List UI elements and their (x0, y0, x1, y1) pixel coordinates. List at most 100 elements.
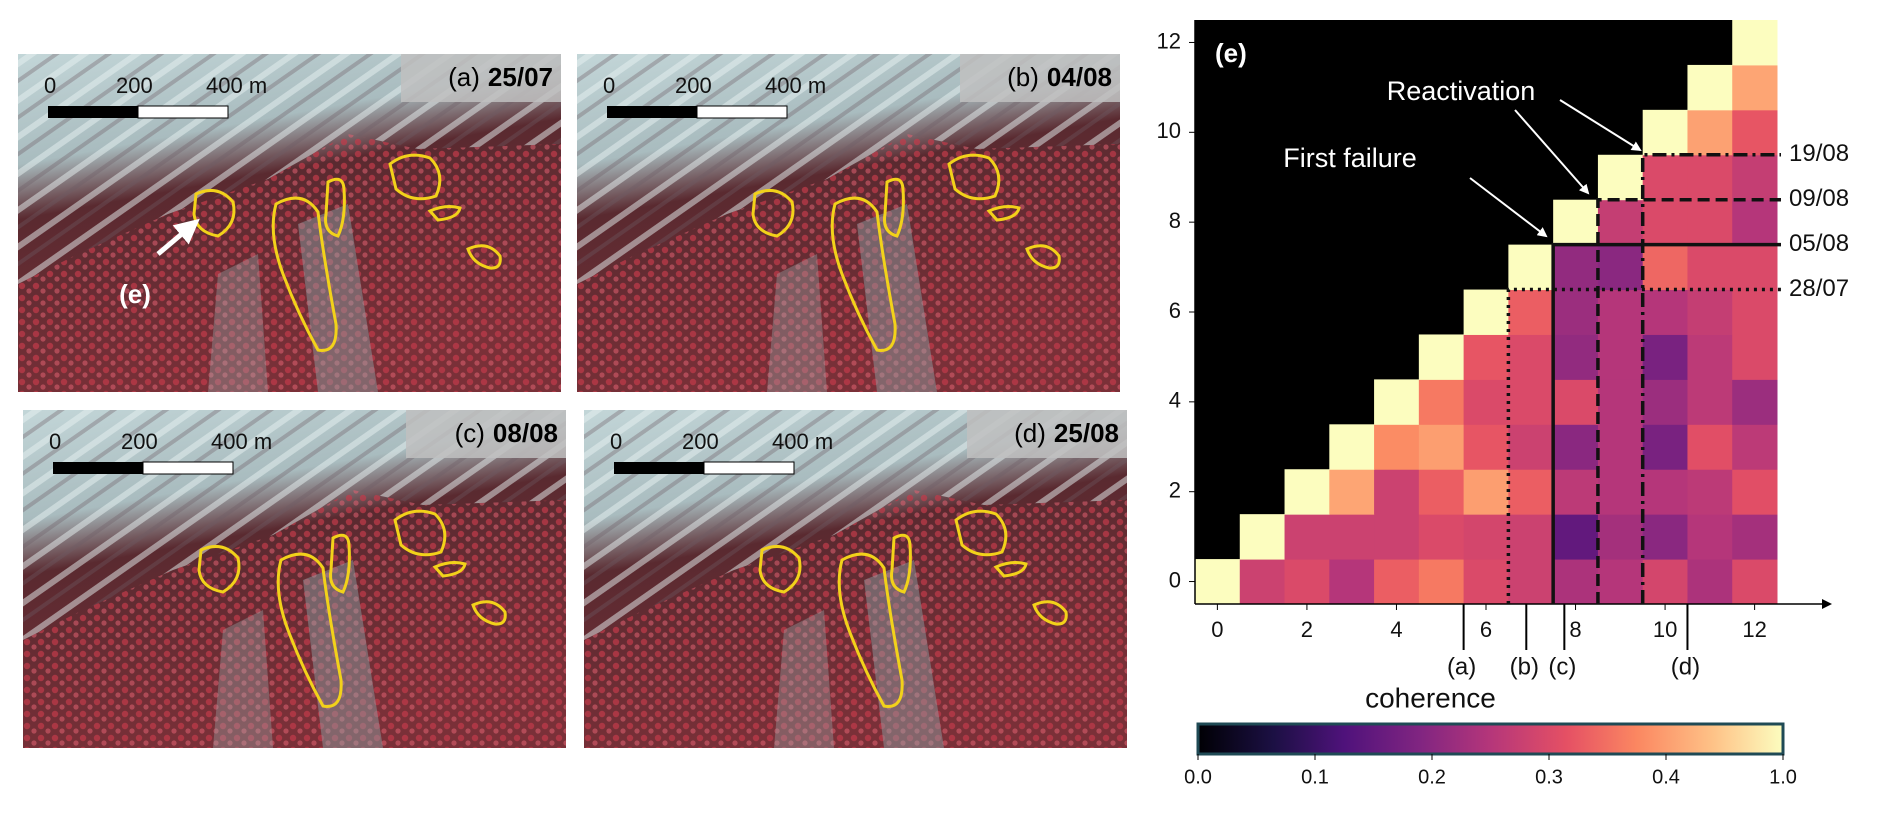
x-tick-label: 10 (1653, 617, 1677, 642)
scale-label: 200 (675, 73, 712, 98)
heat-cell (1329, 469, 1375, 515)
colorbar-tick-label: 0.4 (1652, 766, 1680, 788)
panel-letter: (a) (448, 62, 480, 92)
heat-cell (1463, 469, 1509, 515)
annotation-text: First failure (1283, 143, 1417, 173)
heat-cell (1732, 424, 1778, 470)
label-box (401, 54, 561, 102)
heat-cell (1508, 244, 1554, 291)
y-tick-label: 12 (1157, 28, 1181, 53)
image-panels: 0 200 400 m (a) 25/07 (e) 0 200 400 m (b) 04/08 0 20… (18, 54, 1127, 748)
heat-cell (1732, 109, 1778, 156)
scale-bar-black (53, 462, 143, 474)
heat-cell (1687, 334, 1733, 380)
heat-cell (1642, 379, 1688, 425)
heat-cell (1597, 244, 1644, 291)
heat-cell (1642, 334, 1688, 380)
heat-cell (1597, 469, 1644, 515)
heat-cell (1418, 379, 1465, 425)
heat-cell (1597, 154, 1644, 201)
panel-letter: (b) (1007, 62, 1039, 92)
heat-cell (1374, 469, 1420, 515)
heat-cell (1374, 559, 1420, 605)
marker-label: (a) (1447, 653, 1476, 680)
heat-cell (1642, 199, 1688, 246)
heat-cell (1732, 244, 1778, 291)
heat-cell (1642, 154, 1688, 201)
x-tick-label: 12 (1742, 617, 1766, 642)
panel-date: 25/07 (488, 62, 553, 92)
heat-cell (1553, 379, 1599, 425)
heat-cell (1284, 514, 1330, 560)
image-panel: 0 200 400 m (b) 04/08 (577, 54, 1120, 392)
reference-line (1506, 287, 1781, 604)
heat-cell (1687, 244, 1733, 291)
heat-cell (1553, 424, 1599, 470)
x-tick-label: 2 (1301, 617, 1313, 642)
heat-cell (1418, 559, 1465, 605)
heat-cell (1642, 424, 1688, 470)
heat-cell (1687, 109, 1733, 156)
image-panel: 0 200 400 m (d) 25/08 (584, 410, 1127, 748)
heat-cell (1642, 109, 1688, 156)
heat-cell (1732, 289, 1778, 335)
scale-label: 0 (49, 429, 61, 454)
heat-cell (1553, 244, 1599, 291)
annotation-arrow (1559, 99, 1642, 152)
colorbar-tick-label: 0.1 (1301, 766, 1329, 788)
reference-line (1640, 153, 1781, 604)
colorbar (1196, 722, 1785, 756)
x-tick-label: 6 (1480, 617, 1492, 642)
scale-bar-black (48, 106, 138, 118)
heat-cell (1508, 334, 1554, 380)
scale-bar-white (137, 105, 229, 119)
scale-bar-white (703, 461, 795, 475)
heat-cell (1329, 514, 1375, 560)
marker-label: (c) (1548, 653, 1576, 680)
reference-label: 28/07 (1789, 275, 1849, 302)
x-tick-label: 4 (1390, 617, 1402, 642)
heat-cell (1732, 199, 1778, 246)
chart-title: (e) (1215, 38, 1247, 68)
panel-label: (d) 25/08 (1014, 418, 1119, 448)
heat-cell (1329, 559, 1375, 605)
label-box (406, 410, 566, 458)
heat-cell (1508, 289, 1554, 335)
heat-cell (1553, 334, 1599, 380)
heat-cell (1553, 559, 1599, 605)
heat-cell (1642, 559, 1688, 605)
heat-cell (1597, 199, 1644, 246)
annotation-arrow (1514, 109, 1590, 195)
heat-cell (1687, 64, 1733, 111)
heat-cell (1597, 289, 1644, 335)
heatmap: (e) 0 2 4 6 8 10 12 0 2 4 6 8 10 12 19/08 09/08 05/08 28/0… (1157, 20, 1849, 788)
scale-label: 0 (44, 73, 56, 98)
panel-label: (b) 04/08 (1007, 62, 1112, 92)
heat-cell (1553, 514, 1599, 560)
scale-bar-black (614, 462, 704, 474)
heat-cell (1687, 559, 1733, 605)
label-box (960, 54, 1120, 102)
heat-cell (1463, 289, 1509, 335)
heat-cell (1553, 469, 1599, 515)
heat-cell (1597, 424, 1644, 470)
annotation-text: Reactivation (1387, 76, 1536, 106)
heat-cell (1687, 199, 1733, 246)
y-tick-label: 2 (1169, 478, 1181, 503)
heat-cell (1687, 469, 1733, 515)
heat-cell (1732, 64, 1778, 111)
annotation-arrow (1469, 177, 1548, 238)
heat-cell (1732, 379, 1778, 425)
scale-label: 200 (121, 429, 158, 454)
heat-cell (1642, 289, 1688, 335)
scale-label: 0 (610, 429, 622, 454)
panel-letter: (c) (455, 418, 485, 448)
heat-cell (1642, 469, 1688, 515)
scale-label: 400 m (211, 429, 272, 454)
heat-cell (1418, 424, 1465, 470)
heat-cell (1732, 154, 1778, 201)
scale-label: 400 m (772, 429, 833, 454)
heat-cell (1508, 559, 1554, 605)
x-tick-label: 8 (1569, 617, 1581, 642)
satellite-image (577, 54, 1120, 392)
